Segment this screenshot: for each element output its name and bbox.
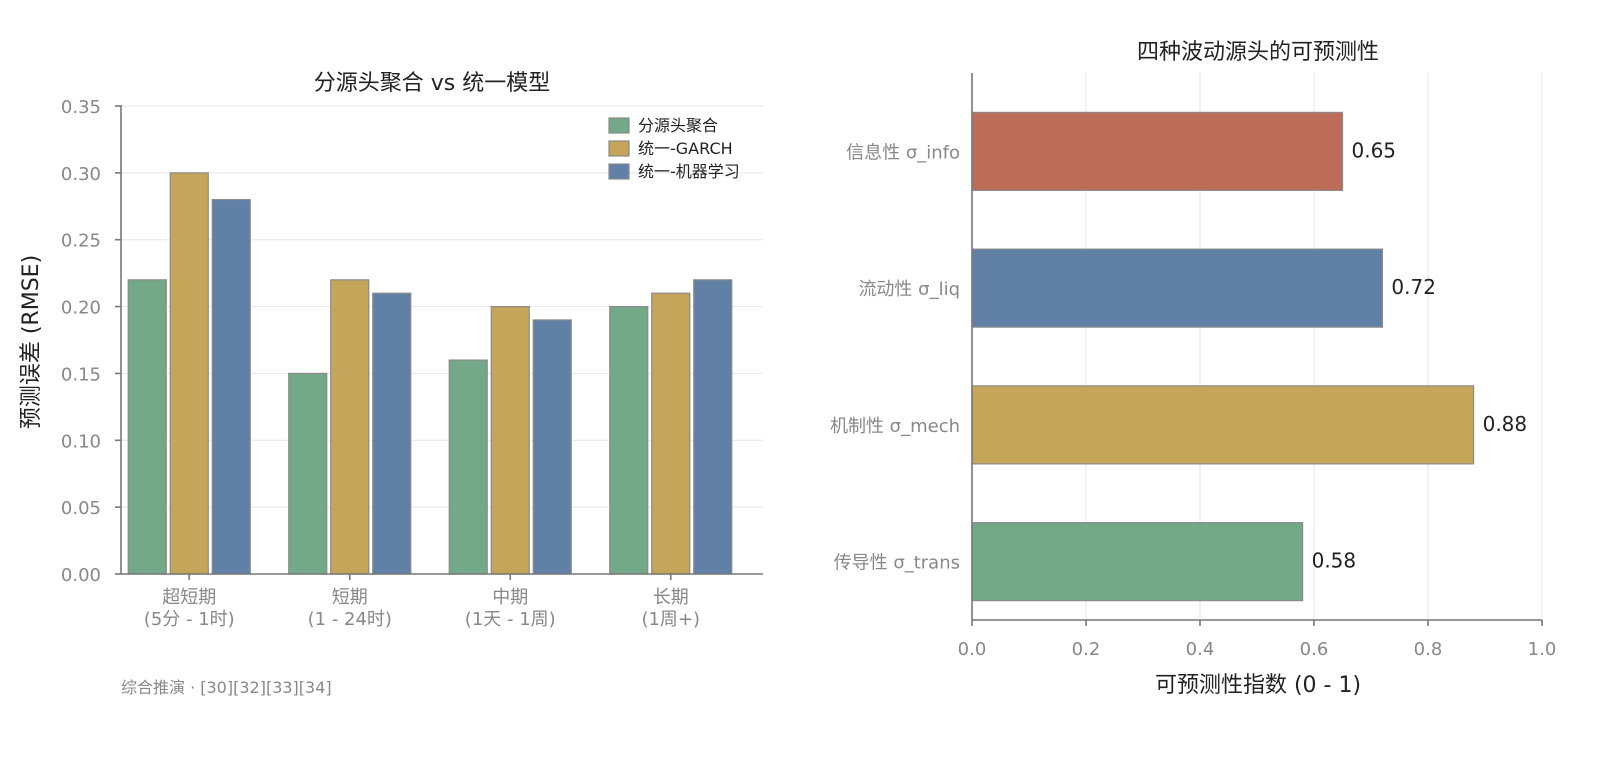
right-x-ticks: 0.0 0.2 0.4 0.6 0.8 1.0 — [958, 620, 1557, 660]
right-x-tick-label: 0.2 — [1072, 639, 1101, 660]
left-bars — [127, 172, 733, 575]
left-x-tick-label: 长期(1周+) — [641, 587, 700, 630]
left-x-tick-line: (1 - 24时) — [308, 609, 392, 630]
right-x-tick-label: 0.0 — [958, 639, 987, 660]
left-x-tick-label: 中期(1天 - 1周) — [465, 587, 556, 630]
right-y-ticks: 信息性 σ_info 流动性 σ_liq 机制性 σ_mech 传导性 σ_trans — [830, 142, 960, 573]
right-value-labels: 0.65 0.72 0.88 0.58 — [1312, 138, 1528, 572]
left-chart-title: 分源头聚合 vs 统一模型 — [314, 71, 550, 96]
rmse-bar-chart: 分源头聚合 vs 统一模型 0.000.050.100.150.200.250.… — [19, 71, 763, 697]
right-x-tick-label: 0.6 — [1300, 639, 1329, 660]
bar-1-1 — [330, 279, 370, 575]
left-y-tick-label: 0.15 — [61, 364, 101, 385]
legend-swatch — [608, 163, 630, 180]
left-y-tick-label: 0.20 — [61, 298, 101, 319]
right-y-tick-label: 信息性 σ_info — [846, 142, 960, 163]
bar-2-2 — [532, 319, 572, 575]
bar-2-1 — [372, 292, 412, 575]
right-y-tick-label: 机制性 σ_mech — [830, 416, 960, 437]
right-y-tick-label: 流动性 σ_liq — [858, 279, 960, 300]
legend-swatch — [608, 140, 630, 157]
bar-0-3 — [609, 305, 649, 575]
source-footnote: 综合推演 · [30][32][33][34] — [121, 678, 332, 697]
legend-label: 分源头聚合 — [638, 116, 718, 135]
left-x-tick-label: 超短期(5分 - 1时) — [144, 587, 235, 630]
value-label: 0.58 — [1312, 549, 1357, 573]
right-y-tick-label: 传导性 σ_trans — [834, 553, 960, 574]
hbar-3 — [971, 522, 1304, 602]
bar-2-3 — [693, 279, 733, 575]
left-y-tick-label: 0.25 — [61, 231, 101, 252]
right-x-tick-label: 0.8 — [1414, 639, 1443, 660]
right-chart-title: 四种波动源头的可预测性 — [1137, 40, 1379, 65]
left-x-tick-line: (5分 - 1时) — [144, 609, 235, 630]
value-label: 0.72 — [1391, 275, 1436, 299]
predictability-bar-chart: 四种波动源头的可预测性 0.0 0.2 0.4 0.6 0.8 1.0 信息性 σ_inf… — [830, 40, 1556, 698]
left-y-ticks: 0.00 0.05 0.10 0.15 0.20 0.25 0.30 0.35 — [61, 97, 121, 586]
left-x-tick-line: (1天 - 1周) — [465, 609, 556, 630]
left-y-tick-label: 0.10 — [61, 431, 101, 452]
left-x-ticks: 超短期(5分 - 1时) 短期(1 - 24时) 中期(1天 - 1周) 长期(1周+… — [144, 574, 700, 630]
bar-0-2 — [448, 359, 488, 575]
value-label: 0.65 — [1352, 138, 1397, 162]
left-x-tick-line: 短期 — [332, 587, 368, 608]
hbar-2 — [971, 385, 1475, 465]
hbar-0 — [971, 111, 1344, 191]
left-y-tick-label: 0.35 — [61, 97, 101, 118]
hbar-1 — [971, 248, 1383, 328]
legend-swatch — [608, 117, 630, 134]
left-y-tick-label: 0.30 — [61, 164, 101, 185]
left-y-tick-label: 0.05 — [61, 498, 101, 519]
left-x-tick-line: 超短期 — [162, 587, 216, 608]
legend-label: 统一-GARCH — [638, 139, 733, 158]
left-x-tick-line: 中期 — [492, 587, 528, 608]
bar-1-3 — [651, 292, 691, 575]
right-bars — [971, 111, 1475, 602]
right-x-axis-label: 可预测性指数 (0 - 1) — [1155, 673, 1361, 698]
bar-1-0 — [169, 172, 209, 575]
right-x-tick-label: 1.0 — [1528, 639, 1557, 660]
legend-label: 统一-机器学习 — [638, 162, 740, 181]
left-x-tick-label: 短期(1 - 24时) — [308, 587, 392, 630]
left-y-axis-label: 预测误差 (RMSE) — [19, 255, 44, 429]
bar-0-0 — [127, 279, 167, 575]
left-axes — [120, 105, 763, 575]
left-x-tick-line: 长期 — [653, 587, 689, 608]
bar-2-0 — [211, 199, 251, 575]
right-axes — [971, 73, 1542, 621]
bar-0-1 — [288, 372, 328, 575]
left-x-tick-line: (1周+) — [641, 609, 700, 630]
value-label: 0.88 — [1483, 412, 1528, 436]
right-x-tick-label: 0.4 — [1186, 639, 1215, 660]
bar-1-2 — [490, 305, 530, 575]
left-y-tick-label: 0.00 — [61, 565, 101, 586]
